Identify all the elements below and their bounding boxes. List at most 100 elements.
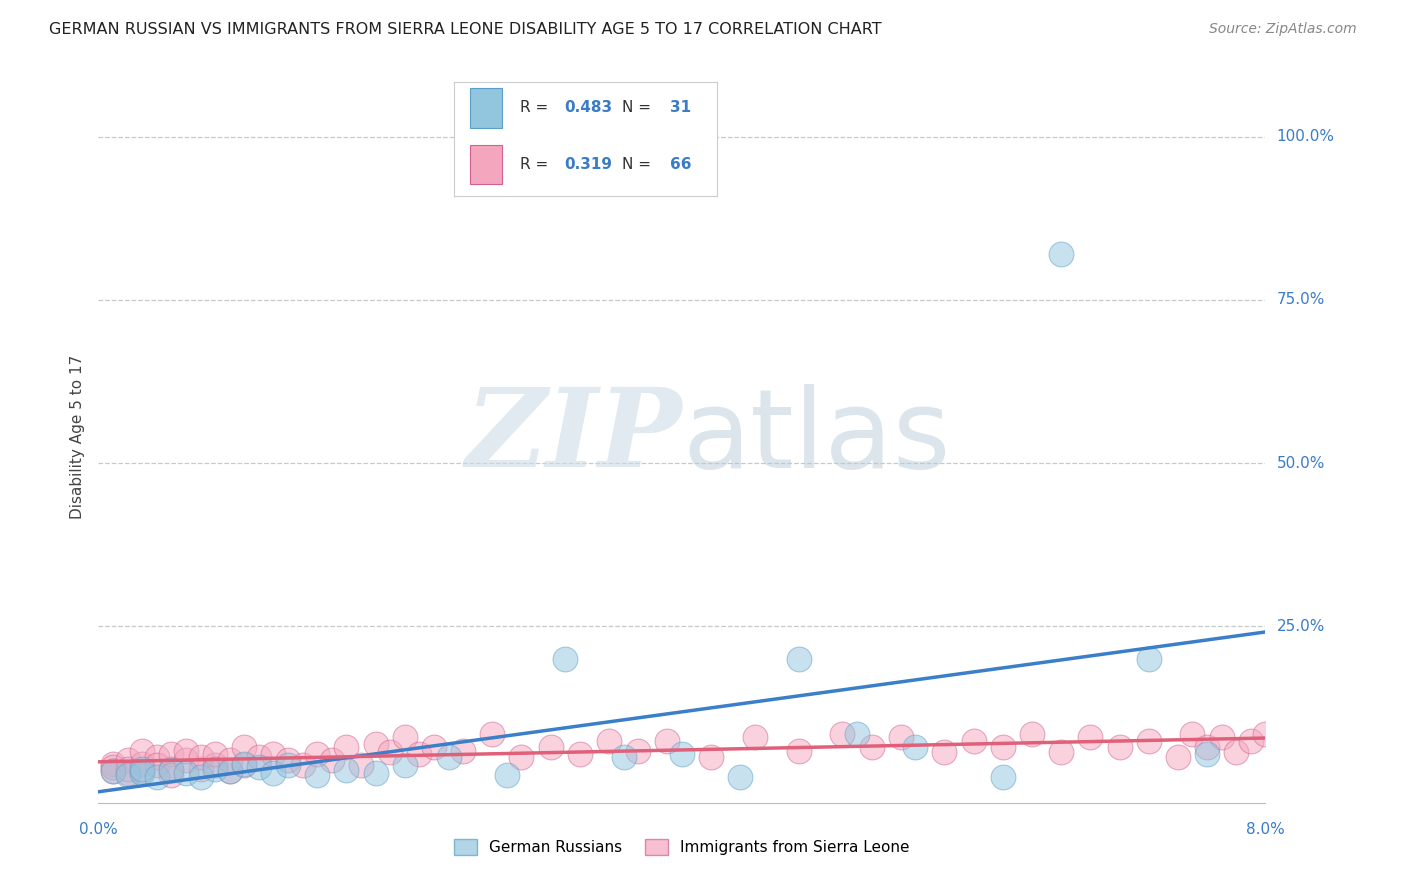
Point — [277, 758, 299, 772]
Point — [233, 756, 256, 771]
Point — [307, 747, 329, 761]
Point — [160, 768, 183, 782]
Point — [991, 770, 1014, 784]
Point — [890, 731, 912, 745]
Point — [262, 766, 284, 780]
Point — [218, 764, 240, 779]
Point — [160, 747, 183, 761]
Point — [568, 747, 591, 761]
Point — [146, 770, 169, 784]
Point — [657, 733, 679, 747]
Text: ZIP: ZIP — [465, 384, 682, 491]
Point — [1137, 652, 1160, 666]
Point — [481, 727, 503, 741]
Point — [380, 745, 402, 759]
Point — [174, 753, 197, 767]
Point — [101, 756, 124, 771]
Point — [101, 764, 124, 779]
Point — [146, 758, 169, 772]
Text: 0.0%: 0.0% — [79, 822, 118, 838]
Point — [101, 764, 124, 779]
Point — [437, 750, 460, 764]
Point — [218, 753, 240, 767]
Point — [1108, 740, 1130, 755]
Point — [204, 747, 226, 761]
Point — [101, 760, 124, 774]
Point — [1211, 731, 1233, 745]
Point — [787, 652, 810, 666]
Point — [233, 740, 256, 755]
Point — [394, 758, 416, 772]
Point — [1167, 750, 1189, 764]
Point — [291, 758, 314, 772]
Point — [335, 763, 357, 777]
Point — [671, 747, 693, 761]
Point — [190, 762, 212, 776]
Point — [204, 762, 226, 776]
Point — [1197, 747, 1219, 761]
Point — [247, 760, 270, 774]
Point — [233, 758, 256, 772]
Point — [831, 727, 853, 741]
Point — [496, 768, 519, 782]
Point — [598, 733, 620, 747]
Point — [1181, 727, 1204, 741]
Text: 50.0%: 50.0% — [1277, 456, 1324, 471]
Point — [1080, 731, 1102, 745]
Point — [117, 766, 139, 780]
Point — [174, 743, 197, 757]
Point — [204, 758, 226, 772]
Point — [845, 727, 868, 741]
Text: Source: ZipAtlas.com: Source: ZipAtlas.com — [1209, 22, 1357, 37]
Text: 75.0%: 75.0% — [1277, 293, 1324, 308]
Point — [307, 768, 329, 782]
Y-axis label: Disability Age 5 to 17: Disability Age 5 to 17 — [69, 355, 84, 519]
Point — [364, 766, 387, 780]
Legend: German Russians, Immigrants from Sierra Leone: German Russians, Immigrants from Sierra … — [449, 833, 915, 861]
Point — [1021, 727, 1043, 741]
Point — [451, 743, 474, 757]
Point — [146, 750, 169, 764]
Point — [408, 747, 430, 761]
Point — [554, 652, 576, 666]
Point — [1225, 745, 1247, 759]
Point — [262, 747, 284, 761]
Point — [962, 733, 984, 747]
Point — [1050, 247, 1073, 261]
Point — [991, 740, 1014, 755]
Point — [335, 740, 357, 755]
Point — [131, 762, 153, 776]
Point — [174, 766, 197, 780]
Point — [190, 770, 212, 784]
Point — [934, 745, 956, 759]
Point — [160, 763, 183, 777]
Point — [131, 766, 153, 780]
Point — [612, 750, 634, 764]
Point — [117, 762, 139, 776]
Point — [131, 764, 153, 779]
Point — [730, 770, 752, 784]
Point — [190, 750, 212, 764]
Point — [1050, 745, 1073, 759]
Text: 8.0%: 8.0% — [1246, 822, 1285, 838]
Point — [131, 756, 153, 771]
Text: 100.0%: 100.0% — [1277, 129, 1334, 145]
Point — [627, 743, 650, 757]
Point — [1254, 727, 1277, 741]
Text: GERMAN RUSSIAN VS IMMIGRANTS FROM SIERRA LEONE DISABILITY AGE 5 TO 17 CORRELATIO: GERMAN RUSSIAN VS IMMIGRANTS FROM SIERRA… — [49, 22, 882, 37]
Point — [700, 750, 723, 764]
Point — [160, 762, 183, 776]
Point — [1137, 733, 1160, 747]
Point — [787, 743, 810, 757]
Text: atlas: atlas — [682, 384, 950, 491]
Point — [904, 740, 927, 755]
Point — [364, 737, 387, 751]
Point — [1197, 740, 1219, 755]
Point — [394, 731, 416, 745]
Text: 25.0%: 25.0% — [1277, 619, 1324, 634]
Point — [277, 753, 299, 767]
Point — [117, 768, 139, 782]
Point — [117, 753, 139, 767]
Point — [247, 750, 270, 764]
Point — [510, 750, 533, 764]
